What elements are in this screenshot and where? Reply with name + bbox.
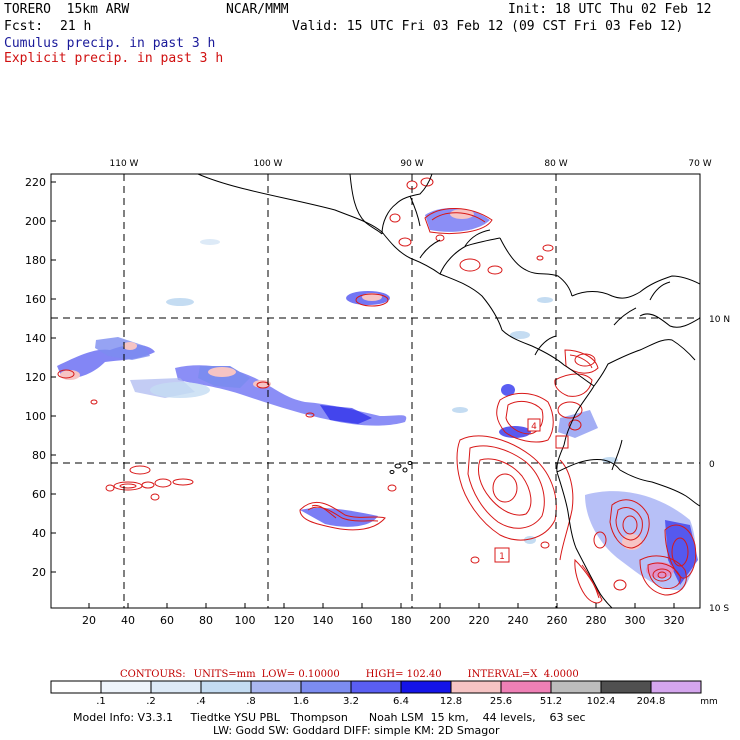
colorbar-swatch	[650, 680, 702, 694]
init-time: Init: 18 UTC Thu 02 Feb 12	[508, 2, 712, 17]
explicit-legend: Explicit precip. in past 3 h	[4, 51, 224, 66]
model-info-line1: Model Info: V3.3.1 Tiedtke YSU PBL Thomp…	[73, 711, 586, 724]
cumulus-legend: Cumulus precip. in past 3 h	[4, 36, 216, 51]
colorbar-swatch	[100, 680, 152, 694]
longitude-label: 90 W	[400, 159, 423, 169]
x-tick-label: 300	[625, 614, 646, 627]
colorbar-unit: mm	[700, 697, 718, 707]
contour-label: CONTOURS:	[120, 669, 186, 680]
colorbar-label: 1.6	[293, 696, 309, 707]
valid-time: Valid: 15 UTC Fri 03 Feb 12 (09 CST Fri …	[292, 19, 684, 34]
x-tick-label: 280	[586, 614, 607, 627]
x-tick-label: 160	[352, 614, 373, 627]
y-tick-label: 80	[32, 449, 46, 462]
colorbar-swatch	[150, 680, 202, 694]
y-tick-label: 200	[25, 215, 46, 228]
latitude-label: 10 S	[709, 604, 729, 614]
map-label-box-1	[494, 547, 510, 563]
colorbar-label: 102.4	[587, 696, 616, 707]
x-tick-label: 60	[160, 614, 174, 627]
colorbar-label: 204.8	[637, 696, 666, 707]
map-label-box-small	[555, 435, 569, 449]
colorbar-swatch	[50, 680, 102, 694]
organization: NCAR/MMM	[226, 2, 289, 17]
x-tick-label: 180	[391, 614, 412, 627]
x-tick-label: 140	[313, 614, 334, 627]
latitude-label: 0	[709, 460, 715, 470]
contour-interval: INTERVAL=X 4.0000	[467, 669, 579, 680]
colorbar-swatch	[350, 680, 402, 694]
tick-marks	[51, 181, 675, 608]
colorbar-label: .1	[96, 696, 106, 707]
colorbar-swatch	[250, 680, 302, 694]
latlon-grid	[51, 174, 700, 608]
contour-info: CONTOURS: UNITS=mm LOW= 0.10000 HIGH= 102.4…	[120, 669, 605, 680]
x-tick-label: 240	[508, 614, 529, 627]
colorbar-swatch	[400, 680, 452, 694]
y-tick-label: 160	[25, 293, 46, 306]
colorbar-swatch	[550, 680, 602, 694]
coastlines	[197, 174, 700, 608]
colorbar-label: .2	[146, 696, 156, 707]
colorbar-swatch	[450, 680, 502, 694]
y-tick-label: 40	[32, 527, 46, 540]
contour-low: LOW= 0.10000	[261, 669, 340, 680]
fcst-value: 21 h	[60, 19, 92, 34]
explicit-precip-contours	[57, 177, 697, 604]
x-tick-label: 120	[274, 614, 295, 627]
colorbar	[50, 680, 702, 694]
colorbar-label: .8	[246, 696, 256, 707]
x-tick-label: 200	[430, 614, 451, 627]
y-tick-label: 100	[25, 410, 46, 423]
plot-area: 4 1	[51, 174, 700, 608]
x-tick-label: 80	[199, 614, 213, 627]
colorbar-labels: .1 .2 .4 .8 1.6 3.2 6.4 12.8 25.6 51.2 1…	[96, 696, 665, 707]
model-info-line2: LW: Godd SW: Goddard DIFF: simple KM: 2D…	[213, 724, 500, 737]
plot-frame	[50, 173, 701, 609]
y-tick-label: 180	[25, 254, 46, 267]
x-tick-label: 100	[235, 614, 256, 627]
x-tick-label: 40	[121, 614, 135, 627]
y-tick-label: 60	[32, 488, 46, 501]
x-tick-label: 220	[469, 614, 490, 627]
x-tick-label: 20	[82, 614, 96, 627]
contour-high: HIGH= 102.40	[365, 669, 442, 680]
y-tick-label: 20	[32, 566, 46, 579]
longitude-label: 80 W	[544, 159, 567, 169]
colorbar-label: 3.2	[343, 696, 359, 707]
y-tick-label: 120	[25, 371, 46, 384]
longitude-label: 100 W	[254, 159, 283, 169]
y-tick-label: 220	[25, 176, 46, 189]
map-label-1: 1	[499, 552, 505, 562]
colorbar-label: 25.6	[490, 696, 512, 707]
colorbar-label: 12.8	[440, 696, 462, 707]
colorbar-label: 51.2	[540, 696, 562, 707]
colorbar-swatch	[600, 680, 652, 694]
longitude-label: 110 W	[110, 159, 139, 169]
latitude-label: 10 N	[709, 315, 730, 325]
longitude-label: 70 W	[688, 159, 711, 169]
colorbar-label: 6.4	[393, 696, 409, 707]
colorbar-swatch	[300, 680, 352, 694]
x-tick-label: 260	[547, 614, 568, 627]
contour-units: UNITS=mm	[193, 669, 256, 680]
model-name: TORERO 15km ARW	[4, 2, 130, 17]
colorbar-swatch	[500, 680, 552, 694]
fcst-label: Fcst:	[4, 19, 44, 34]
y-tick-label: 140	[25, 332, 46, 345]
colorbar-swatch	[200, 680, 252, 694]
map-label-box-4	[527, 418, 541, 432]
x-tick-label: 320	[664, 614, 685, 627]
colorbar-label: .4	[196, 696, 206, 707]
map-label-4: 4	[531, 422, 537, 432]
